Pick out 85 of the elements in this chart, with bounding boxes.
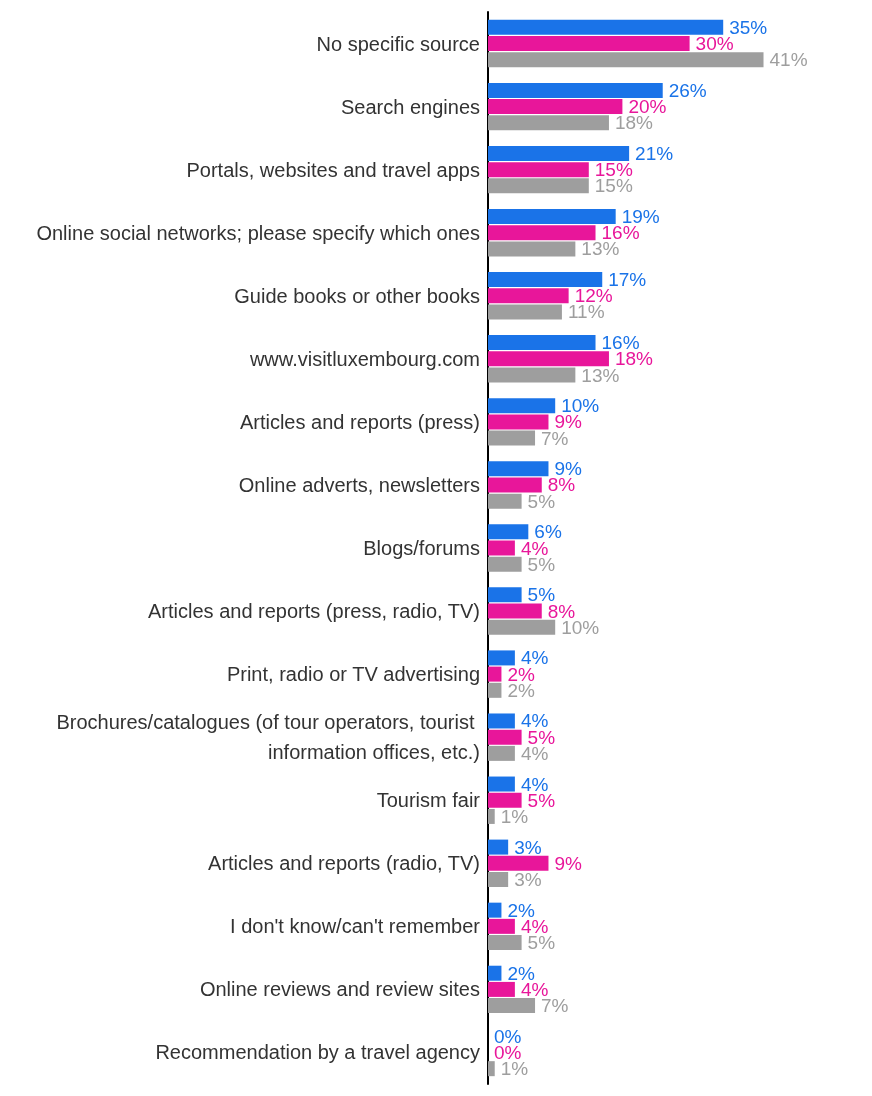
data-label: 26% — [668, 79, 707, 101]
data-label: 7% — [541, 995, 569, 1017]
data-label: 4% — [520, 773, 549, 795]
y-tick-label: Online reviews and review sites — [199, 978, 480, 1001]
bar — [488, 998, 536, 1014]
bar — [488, 729, 522, 745]
y-tick-label: I don't know/can't remember — [230, 915, 481, 938]
bar — [488, 918, 515, 934]
bar — [488, 178, 589, 194]
bar — [488, 461, 549, 477]
bar — [488, 99, 623, 115]
bar — [488, 52, 764, 68]
y-tick-label: Brochures/catalogues (of tour operators, tourist information offices, etc.) — [56, 711, 480, 764]
y-tick-label: www.visitluxembourg.com — [248, 347, 480, 370]
bar — [488, 304, 562, 320]
bar — [488, 115, 609, 131]
data-label: 11% — [567, 301, 605, 323]
bar — [488, 209, 616, 225]
bar — [488, 666, 502, 682]
y-tick-label: Blogs/forums — [363, 537, 480, 559]
data-label: 13% — [581, 238, 620, 260]
bar — [488, 36, 690, 52]
bar — [488, 225, 596, 241]
data-label: 1% — [500, 805, 529, 827]
bar — [488, 367, 576, 383]
bar — [488, 808, 495, 824]
bar — [488, 272, 603, 288]
bar — [488, 82, 663, 98]
bar — [488, 493, 522, 509]
y-tick-label: Articles and reports (press) — [239, 410, 480, 433]
data-label: 2% — [507, 899, 536, 921]
bar — [488, 871, 509, 887]
bar — [488, 619, 556, 635]
data-label: 9% — [554, 852, 583, 874]
bar — [488, 1061, 495, 1077]
y-tick-label: Print, radio or TV advertising — [226, 663, 480, 686]
bar — [488, 288, 569, 304]
bar — [488, 351, 609, 367]
y-tick-label: Portals, websites and travel apps — [186, 158, 480, 181]
bar — [488, 477, 542, 493]
data-label: 41% — [769, 49, 808, 71]
data-label: 15% — [594, 175, 633, 197]
y-tick-label: Tourism fair — [376, 789, 481, 812]
data-label: 3% — [514, 868, 542, 890]
bar — [488, 162, 589, 178]
y-tick-label: Guide books or other books — [234, 284, 480, 307]
bar — [488, 965, 502, 981]
y-tick-label: Online social networks; please specify which ones — [36, 221, 480, 244]
bar — [488, 682, 502, 698]
bar — [488, 603, 542, 619]
bar — [488, 713, 515, 729]
bar — [488, 587, 522, 603]
bar — [488, 398, 556, 414]
data-label: 17% — [608, 269, 647, 291]
y-tick-label: Search engines — [341, 95, 480, 118]
data-label: 2% — [507, 962, 536, 984]
bar — [488, 414, 549, 430]
data-label: 18% — [614, 112, 654, 134]
data-label: 5% — [527, 932, 556, 954]
bar — [488, 981, 515, 997]
bar — [488, 556, 522, 572]
bar — [488, 430, 536, 446]
bar — [488, 241, 576, 257]
y-tick-label: Online adverts, newsletters — [238, 473, 480, 496]
bar — [488, 145, 630, 161]
y-tick-label: Recommendation by a travel agency — [155, 1041, 480, 1064]
bar — [488, 524, 529, 540]
bar — [488, 839, 509, 855]
bar — [488, 19, 724, 35]
bar — [488, 902, 502, 918]
data-label: 1% — [500, 1058, 529, 1080]
bar — [488, 650, 515, 666]
bar — [488, 776, 515, 792]
bar — [488, 935, 522, 951]
y-tick-label: Articles and reports (radio, TV) — [208, 852, 480, 875]
data-label: 3% — [514, 836, 542, 858]
bar — [488, 540, 515, 556]
y-tick-label: No specific source — [316, 32, 480, 55]
bar — [488, 745, 515, 761]
data-label: 21% — [635, 142, 674, 164]
data-label: 0% — [494, 1025, 522, 1047]
y-tick-label: Articles and reports (press, radio, TV) — [148, 600, 480, 623]
bar — [488, 335, 596, 351]
bar — [488, 792, 522, 808]
bar — [488, 855, 549, 871]
